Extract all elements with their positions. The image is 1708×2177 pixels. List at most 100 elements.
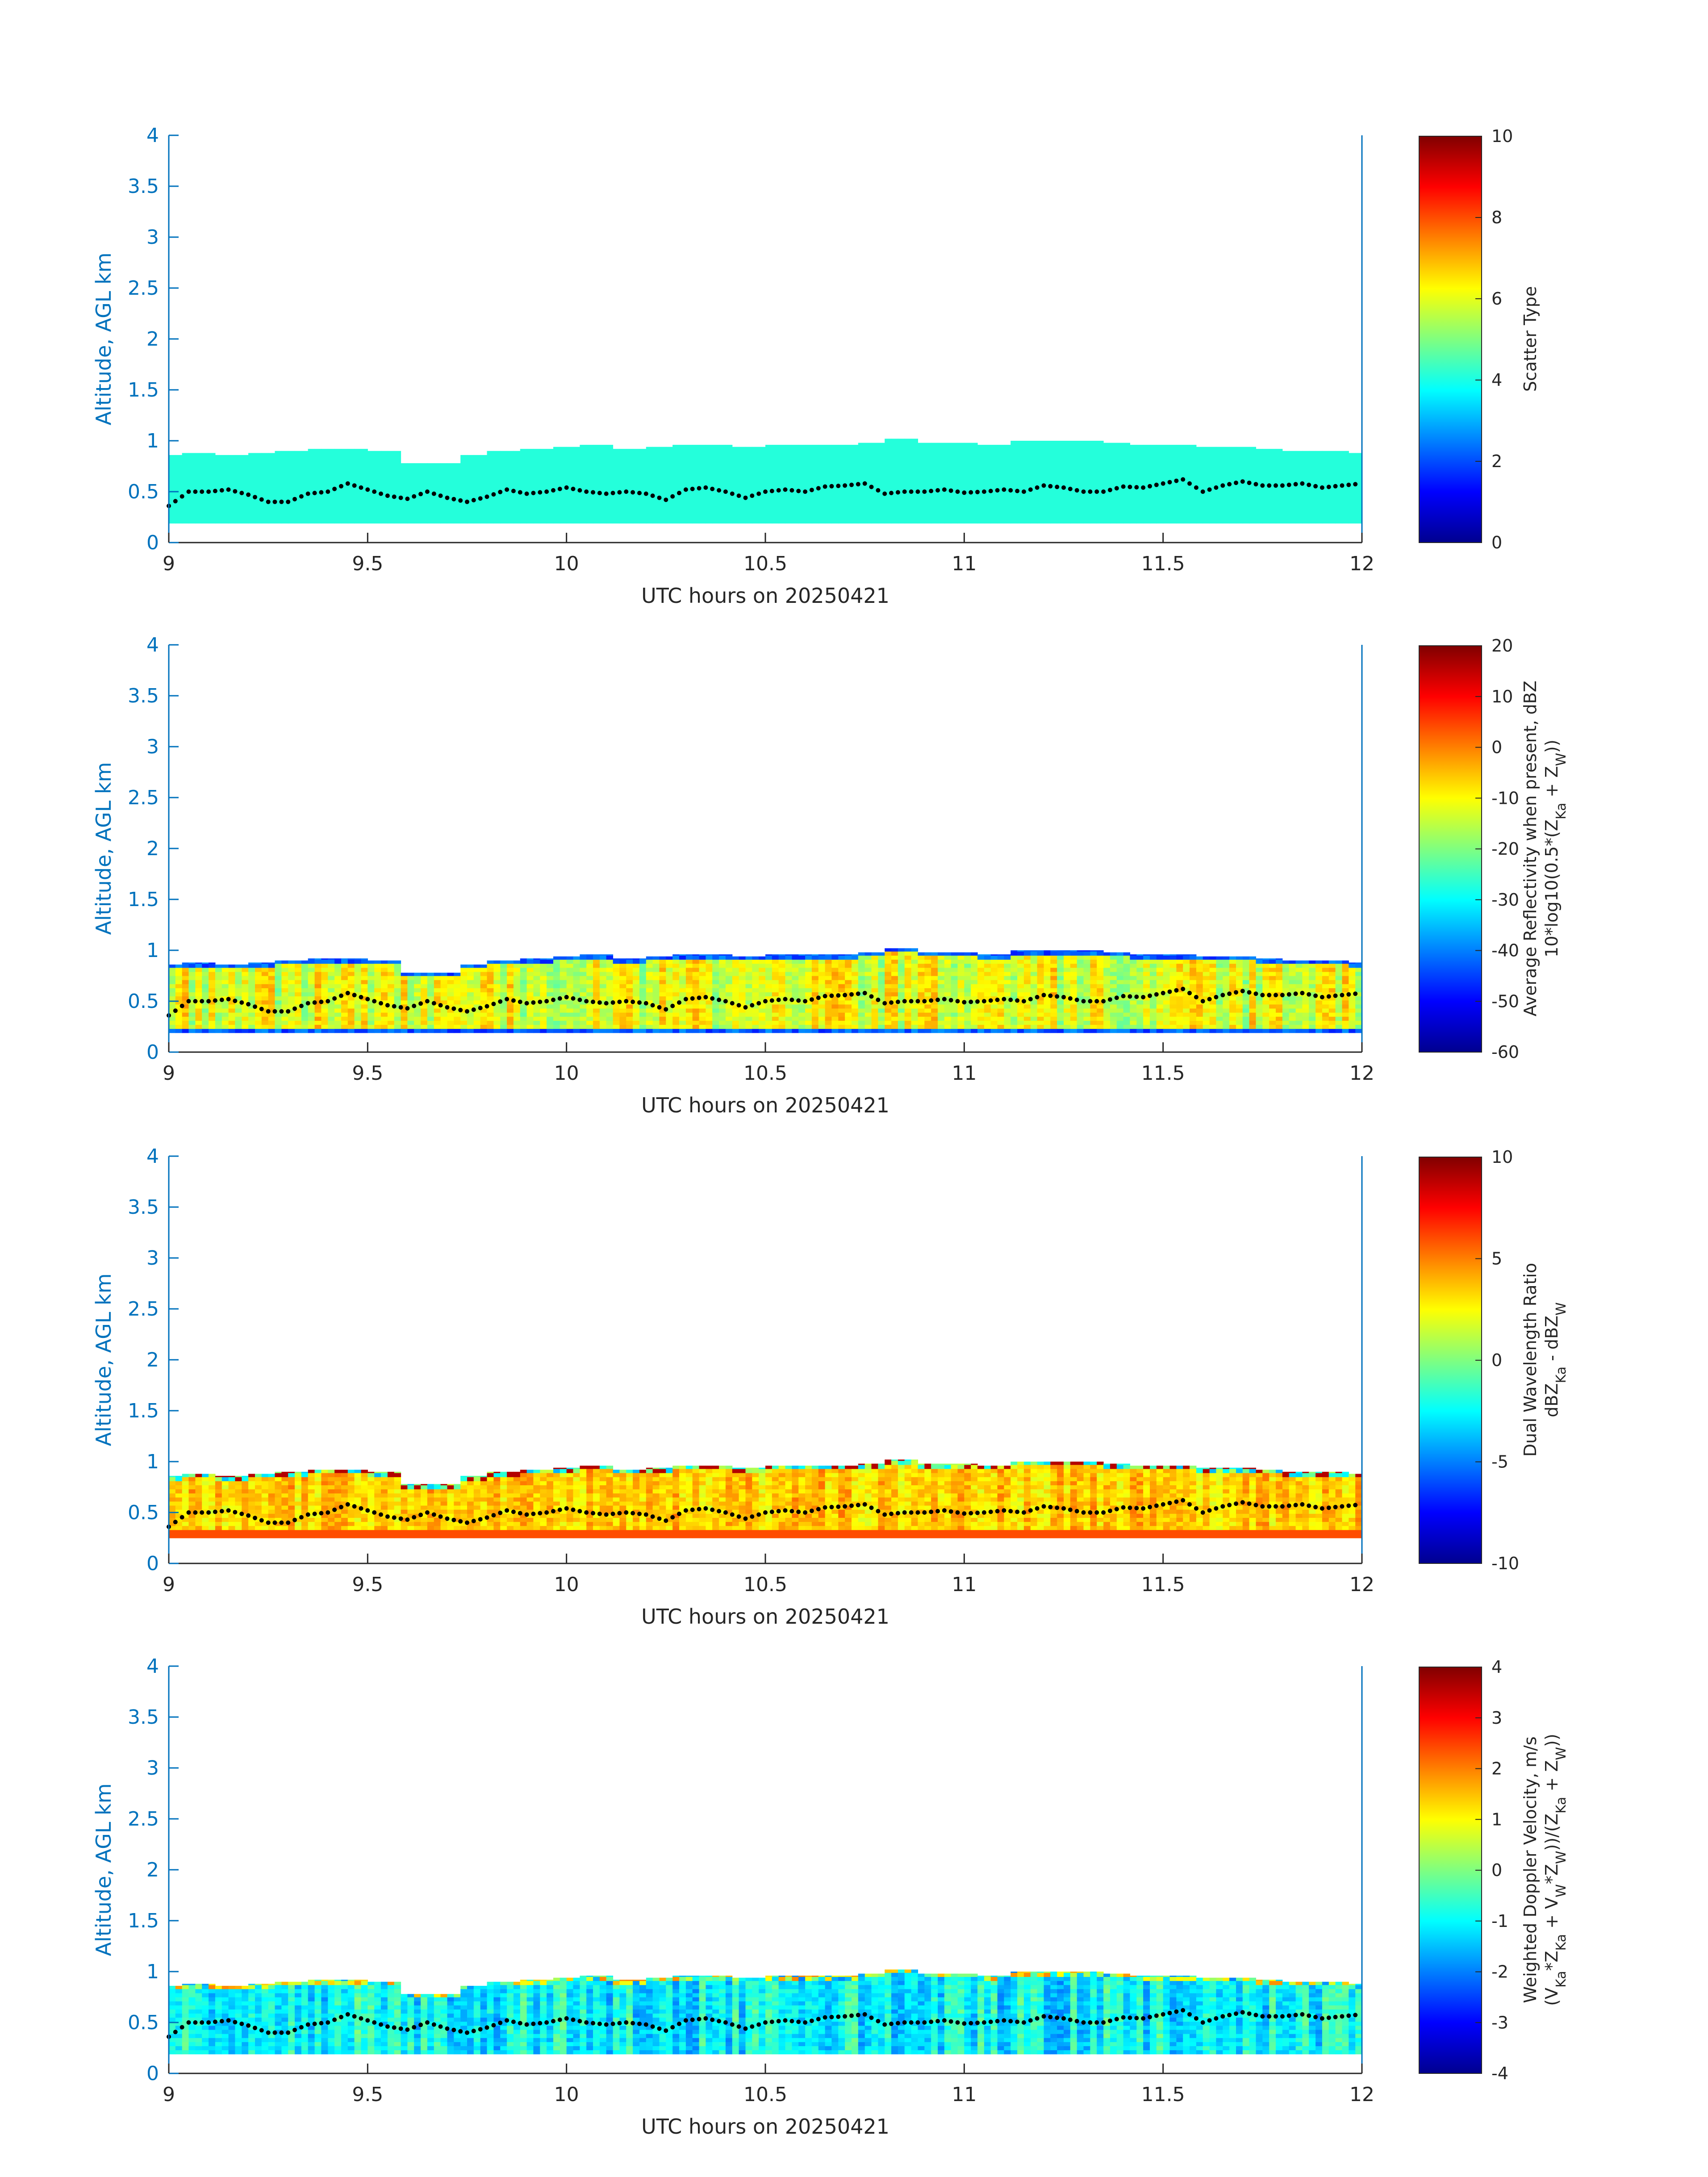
field-cell (573, 976, 580, 980)
field-cell (971, 454, 978, 459)
field-cell (1302, 519, 1309, 524)
field-cell (1262, 499, 1270, 503)
field-cell (281, 451, 288, 455)
field-cell (931, 482, 938, 487)
field-cell (221, 1000, 229, 1005)
field-cell (898, 515, 905, 520)
field-cell (447, 466, 454, 471)
field-cell (367, 494, 375, 499)
field-cell (235, 1012, 242, 1017)
field-cell (414, 1028, 421, 1033)
field-cell (885, 442, 892, 446)
field-cell (513, 1016, 521, 1021)
field-cell (911, 503, 918, 507)
field-cell (580, 494, 587, 499)
field-cell (500, 976, 507, 980)
field-cell (221, 470, 229, 475)
field-cell (540, 967, 547, 972)
field-cell (255, 462, 262, 467)
field-cell (1030, 482, 1038, 487)
field-cell (1242, 503, 1250, 507)
field-cell (347, 980, 355, 984)
field-cell (460, 470, 468, 475)
field-cell (354, 976, 361, 980)
field-cell (818, 446, 826, 451)
field-cell (308, 478, 315, 483)
field-cell (639, 980, 647, 984)
field-cell (1169, 515, 1177, 520)
field-cell (242, 976, 249, 980)
field-cell (606, 486, 614, 491)
field-cell (1229, 454, 1236, 459)
field-cell (553, 996, 560, 1001)
field-cell (805, 511, 812, 515)
field-cell (831, 519, 839, 524)
field-cell (454, 519, 461, 524)
field-cell (275, 486, 282, 491)
field-cell (1037, 466, 1044, 471)
field-cell (215, 1020, 222, 1025)
field-cell (1110, 499, 1117, 503)
field-cell (553, 458, 560, 463)
field-cell (560, 466, 567, 471)
field-cell (275, 515, 282, 520)
field-cell (473, 482, 481, 487)
field-cell (281, 490, 288, 495)
field-cell (924, 443, 931, 446)
field-cell (288, 515, 295, 520)
field-cell (381, 984, 388, 988)
field-cell (341, 958, 348, 960)
field-cell (778, 450, 786, 455)
field-cell (1355, 466, 1362, 471)
field-cell (712, 519, 719, 524)
field-cell (633, 499, 640, 503)
field-cell (347, 507, 355, 511)
field-cell (699, 494, 706, 499)
field-cell (1017, 494, 1024, 499)
field-cell (825, 450, 832, 455)
field-cell (221, 486, 229, 491)
field-cell (971, 470, 978, 475)
field-cell (228, 466, 235, 471)
field-cell (1116, 490, 1124, 495)
field-cell (904, 439, 912, 442)
field-cell (487, 466, 494, 471)
field-cell (858, 454, 865, 459)
field-cell (626, 971, 633, 976)
field-cell (706, 490, 713, 495)
field-cell (500, 474, 507, 479)
field-cell (275, 494, 282, 499)
field-cell (261, 462, 269, 467)
field-cell (255, 996, 262, 1001)
field-cell (1123, 503, 1130, 507)
field-cell (871, 507, 878, 511)
field-cell (798, 503, 806, 507)
field-cell (619, 478, 626, 483)
field-cell (275, 499, 282, 503)
field-cell (1163, 494, 1170, 499)
field-cell (520, 519, 527, 524)
field-cell (308, 1008, 315, 1013)
field-cell (652, 1024, 660, 1029)
field-cell (1030, 507, 1038, 511)
field-cell (427, 470, 434, 475)
field-cell (354, 1012, 361, 1017)
field-cell (626, 1028, 633, 1033)
field-cell (1030, 486, 1038, 491)
field-cell (1269, 503, 1276, 507)
field-cell (228, 503, 235, 507)
field-cell (1143, 511, 1150, 515)
field-cell (493, 451, 501, 455)
field-cell (334, 454, 342, 459)
field-cell (387, 478, 395, 483)
field-cell (957, 454, 965, 459)
field-cell (997, 470, 1004, 475)
field-cell (487, 494, 494, 499)
field-cell (553, 984, 560, 988)
field-cell (1276, 450, 1283, 455)
field-cell (1050, 486, 1057, 491)
field-cell (984, 511, 991, 515)
field-cell (228, 482, 235, 487)
field-cell (1070, 454, 1077, 459)
field-cell (1315, 470, 1323, 475)
